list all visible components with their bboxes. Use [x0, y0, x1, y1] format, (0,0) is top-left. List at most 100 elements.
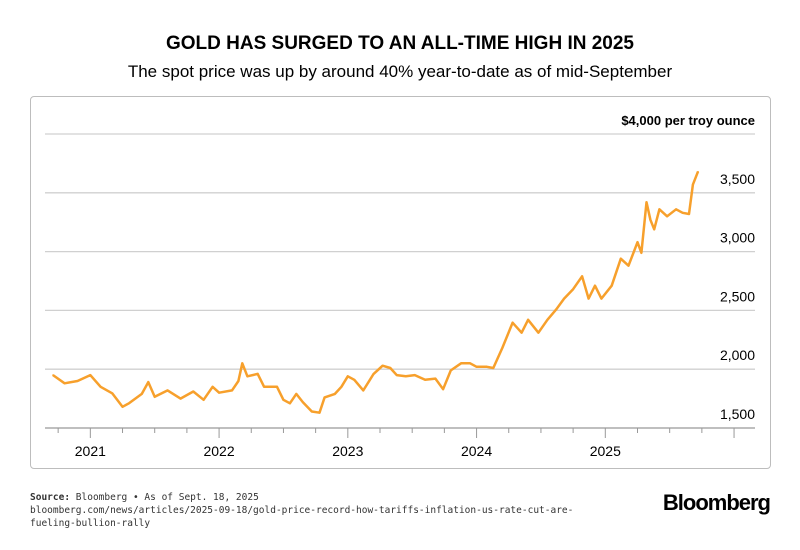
- data-point: [450, 369, 452, 372]
- y-axis-unit-label: $4,000 per troy ounce: [621, 113, 755, 128]
- data-point: [572, 288, 574, 291]
- data-point: [594, 284, 596, 287]
- x-tick-label: 2024: [461, 443, 492, 459]
- data-point: [246, 375, 249, 378]
- data-point: [372, 373, 375, 375]
- source-line: Source: Bloomberg • As of Sept. 18, 2025: [30, 492, 259, 503]
- data-point: [610, 284, 613, 287]
- data-point: [52, 374, 54, 376]
- data-point: [527, 319, 529, 321]
- data-point: [121, 406, 124, 408]
- x-tick-label: 2021: [75, 443, 106, 459]
- data-point: [318, 411, 321, 414]
- data-point: [404, 375, 407, 378]
- source-text: Bloomberg • As of Sept. 18, 2025: [75, 492, 259, 503]
- data-point: [501, 347, 504, 349]
- data-point: [681, 211, 684, 214]
- data-point: [434, 377, 437, 380]
- data-point: [362, 389, 365, 392]
- data-point: [692, 183, 694, 186]
- data-point: [546, 319, 549, 321]
- data-point: [563, 297, 565, 300]
- y-tick-label: 1,500: [720, 406, 755, 422]
- data-point: [166, 389, 169, 392]
- data-point: [413, 374, 416, 376]
- data-point: [424, 378, 426, 381]
- data-point: [76, 380, 79, 382]
- data-point: [202, 398, 205, 401]
- data-point: [192, 390, 195, 393]
- data-point: [645, 201, 648, 204]
- data-point: [486, 366, 488, 368]
- x-tick-label: 2023: [332, 443, 363, 459]
- data-point: [218, 391, 220, 394]
- chart-subtitle: The spot price was up by around 40% year…: [127, 62, 673, 81]
- data-point: [241, 362, 244, 365]
- data-point: [334, 393, 336, 395]
- data-point: [381, 364, 384, 367]
- data-point: [389, 367, 392, 369]
- data-point: [289, 402, 291, 405]
- data-point: [666, 215, 668, 218]
- data-point: [147, 381, 150, 383]
- data-point: [511, 321, 514, 324]
- data-point: [636, 241, 639, 243]
- data-point: [581, 275, 583, 278]
- data-point: [141, 393, 143, 395]
- data-point: [520, 331, 523, 334]
- data-point: [276, 386, 278, 388]
- data-point: [600, 297, 603, 300]
- x-tick-label: 2025: [590, 443, 621, 459]
- data-point: [640, 251, 643, 254]
- data-point: [653, 228, 656, 231]
- chart-frame: [30, 96, 771, 469]
- data-point: [263, 386, 265, 388]
- data-point: [256, 373, 259, 375]
- data-point: [627, 264, 630, 267]
- source-url-line1: bloomberg.com/news/articles/2025-09-18/g…: [30, 505, 574, 516]
- data-point: [688, 213, 690, 215]
- data-point: [395, 374, 398, 376]
- source-label: Source:: [30, 492, 71, 503]
- data-point: [442, 388, 444, 390]
- data-point: [353, 378, 356, 381]
- data-point: [475, 366, 478, 368]
- data-point: [460, 362, 462, 365]
- data-point: [128, 402, 130, 405]
- source-url-line2: fueling-bullion-rally: [30, 518, 151, 529]
- data-point: [675, 208, 677, 211]
- data-point: [153, 396, 156, 398]
- bloomberg-logo: Bloomberg: [662, 490, 771, 515]
- data-point: [587, 297, 590, 300]
- gold-price-line: [52, 171, 700, 414]
- data-point: [619, 257, 622, 260]
- data-point: [310, 410, 313, 413]
- data-point: [231, 389, 233, 392]
- y-tick-label: 3,500: [720, 171, 755, 187]
- data-point: [301, 401, 304, 403]
- data-point: [89, 374, 92, 376]
- data-point: [469, 362, 471, 365]
- data-point: [537, 331, 540, 334]
- y-tick-label: 2,500: [720, 288, 755, 304]
- data-point: [340, 386, 343, 388]
- y-tick-label: 3,000: [720, 230, 755, 246]
- y-tick-label: 2,000: [720, 347, 755, 363]
- x-tick-label: 2022: [203, 443, 234, 459]
- data-point: [658, 208, 661, 211]
- data-point: [295, 393, 298, 395]
- data-point: [179, 397, 182, 400]
- data-point: [649, 219, 652, 221]
- data-point: [282, 398, 285, 401]
- data-point: [347, 375, 349, 378]
- data-point: [111, 392, 114, 395]
- data-point: [211, 386, 214, 388]
- data-point: [323, 396, 326, 399]
- chart-title: GOLD HAS SURGED TO AN ALL-TIME HIGH IN 2…: [165, 33, 634, 54]
- data-point: [697, 170, 699, 173]
- data-point: [63, 382, 66, 385]
- data-point: [555, 308, 558, 311]
- data-point: [99, 386, 102, 388]
- data-point: [492, 367, 495, 369]
